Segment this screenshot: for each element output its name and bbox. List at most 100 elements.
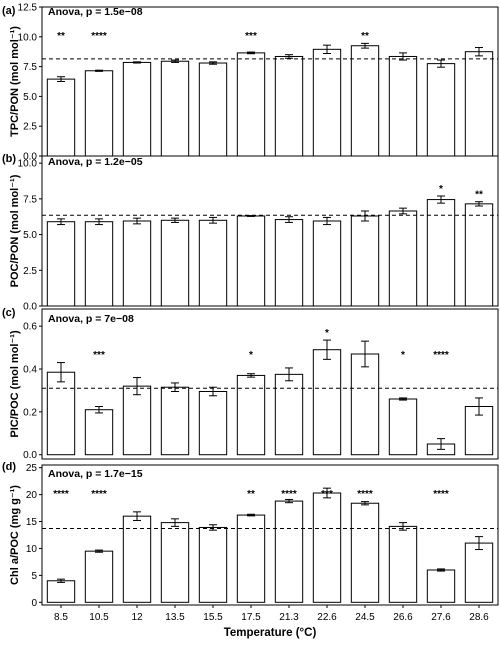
bar-24.5 bbox=[350, 353, 380, 456]
y-tick-label: 0.4 bbox=[23, 365, 37, 376]
plot-frame bbox=[41, 464, 499, 606]
significance-label: ** bbox=[247, 489, 255, 500]
x-tick-label: 8.5 bbox=[54, 612, 68, 623]
bar-24.5 bbox=[350, 45, 380, 157]
bar-21.3 bbox=[274, 373, 304, 456]
significance-label: **** bbox=[53, 489, 69, 500]
x-tick-label: 13.5 bbox=[165, 612, 185, 623]
bar-24.5 bbox=[350, 215, 380, 307]
bar-10.5 bbox=[84, 70, 114, 157]
significance-label: * bbox=[401, 350, 405, 361]
y-tick-label: 2.5 bbox=[23, 122, 37, 133]
bar-22.6 bbox=[312, 48, 342, 157]
bar-12 bbox=[122, 61, 152, 157]
bar-26.6 bbox=[388, 525, 418, 603]
y-tick-label: 2.5 bbox=[23, 266, 37, 277]
panel-b: (b) Anova, p = 1.2e−05 0.0 2.5 5.0 7.5 10.0 POC… bbox=[2, 153, 499, 313]
panel-label: (c) bbox=[2, 307, 16, 319]
bar-8.5 bbox=[46, 78, 76, 157]
y-tick-label: 0.6 bbox=[23, 322, 37, 333]
bar-13.5 bbox=[160, 60, 190, 157]
bar-13.5 bbox=[160, 219, 190, 307]
bar-10.5 bbox=[84, 550, 114, 603]
bar-13.5 bbox=[160, 522, 190, 603]
bar-12 bbox=[122, 515, 152, 603]
bar-21.3 bbox=[274, 219, 304, 307]
significance-label: **** bbox=[433, 350, 449, 361]
x-tick-label: 27.6 bbox=[431, 612, 451, 623]
significance-label: *** bbox=[93, 350, 105, 361]
x-tick-label: 21.3 bbox=[279, 612, 299, 623]
y-tick-label: 0 bbox=[31, 598, 37, 609]
bar-22.6 bbox=[312, 220, 342, 307]
x-tick-label: 12 bbox=[131, 612, 143, 623]
significance-label: **** bbox=[91, 31, 107, 42]
bar-27.6 bbox=[426, 569, 456, 603]
significance-label: **** bbox=[281, 489, 297, 500]
bar-15.5 bbox=[198, 391, 228, 456]
y-tick-label: 10 bbox=[26, 544, 38, 555]
significance-label: ** bbox=[475, 190, 483, 201]
anova-annotation: Anova, p = 1.5e−08 bbox=[48, 6, 143, 18]
y-axis-title: Chl a/POC (mg g⁻¹) bbox=[9, 485, 21, 585]
bar-21.3 bbox=[274, 55, 304, 157]
bar-8.5 bbox=[46, 221, 76, 307]
bar-8.5 bbox=[46, 371, 76, 456]
significance-label: ** bbox=[57, 31, 65, 42]
bar-10.5 bbox=[84, 409, 114, 456]
y-tick-label: 20 bbox=[26, 490, 38, 501]
bar-17.5 bbox=[236, 52, 266, 157]
bar-13.5 bbox=[160, 386, 190, 456]
bar-21.3 bbox=[274, 500, 304, 603]
y-tick-label: 7.5 bbox=[23, 62, 37, 73]
panel-d: (d) Anova, p = 1.7e−15 0 5 10 15 20 25 Chl a/POC… bbox=[2, 461, 499, 623]
y-axis-title: TPC/PON (mol mol⁻¹) bbox=[9, 26, 21, 137]
y-tick-label: 5.0 bbox=[23, 92, 37, 103]
y-tick-label: 0.2 bbox=[23, 407, 37, 418]
bar-15.5 bbox=[198, 62, 228, 157]
panels: (a) Anova, p = 1.5e−08 0.0 2.5 5.0 7.5 10.0 12.… bbox=[2, 3, 499, 623]
y-tick-label: 0.0 bbox=[23, 152, 37, 163]
panel-label: (d) bbox=[2, 461, 16, 473]
significance-label: *** bbox=[245, 31, 257, 42]
bar-27.6 bbox=[426, 199, 456, 307]
y-tick-label: 0.0 bbox=[23, 302, 37, 313]
bar-28.6 bbox=[464, 203, 494, 307]
bar-10.5 bbox=[84, 221, 114, 307]
y-tick-label: 10.0 bbox=[18, 32, 38, 43]
plot-frame bbox=[41, 155, 499, 307]
bar-22.6 bbox=[312, 349, 342, 456]
x-tick-label: 15.5 bbox=[203, 612, 223, 623]
anova-annotation: Anova, p = 1.2e−05 bbox=[48, 156, 143, 168]
y-axis-title: PIC/POC (mol mol⁻¹) bbox=[9, 330, 21, 438]
y-tick-label: 5 bbox=[31, 571, 37, 582]
significance-label: * bbox=[249, 350, 253, 361]
y-tick-label: 15 bbox=[26, 517, 38, 528]
x-axis-title: Temperature (°C) bbox=[224, 627, 317, 639]
bar-12 bbox=[122, 385, 152, 456]
significance-label: * bbox=[325, 328, 329, 339]
panel-label: (a) bbox=[2, 5, 16, 17]
x-tick-label: 28.6 bbox=[469, 612, 489, 623]
bar-12 bbox=[122, 220, 152, 307]
y-tick-label: 12.5 bbox=[18, 3, 38, 14]
bar-22.6 bbox=[312, 492, 342, 603]
x-tick-label: 26.6 bbox=[393, 612, 413, 623]
y-tick-label: 10.0 bbox=[18, 159, 38, 170]
bar-26.6 bbox=[388, 398, 418, 456]
bar-8.5 bbox=[46, 580, 76, 603]
x-tick-label: 24.5 bbox=[355, 612, 375, 623]
bar-26.6 bbox=[388, 210, 418, 307]
y-tick-label: 5.0 bbox=[23, 230, 37, 241]
y-axis-title: POC/PON (mol mol⁻¹) bbox=[9, 174, 21, 287]
plot-frame bbox=[41, 308, 499, 460]
significance-label: **** bbox=[357, 489, 373, 500]
bar-17.5 bbox=[236, 514, 266, 603]
panel-a: (a) Anova, p = 1.5e−08 0.0 2.5 5.0 7.5 10.0 12.… bbox=[2, 3, 499, 163]
bar-24.5 bbox=[350, 502, 380, 603]
x-tick-label: 17.5 bbox=[241, 612, 261, 623]
bar-17.5 bbox=[236, 374, 266, 456]
anova-annotation: Anova, p = 1.7e−15 bbox=[48, 468, 143, 480]
